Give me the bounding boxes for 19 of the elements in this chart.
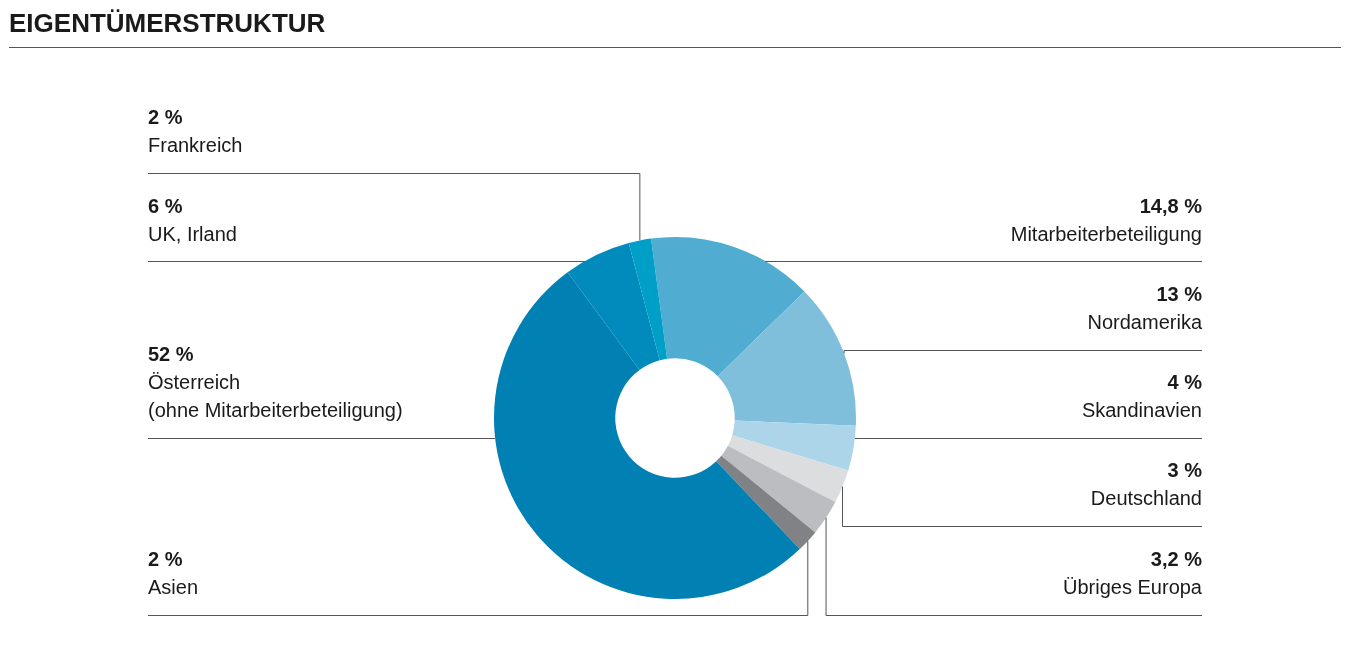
chart-title: EIGENTÜMERSTRUKTUR: [9, 8, 1341, 48]
data-label: 14,8 %: [1139, 194, 1203, 217]
data-label: 3 %: [1167, 458, 1203, 481]
slice-label: Übriges Europa: [1063, 575, 1203, 598]
data-label: 3,2 %: [1150, 547, 1203, 570]
slice-label: Frankreich: [148, 133, 243, 156]
slice-label: Österreich (ohne Mitarbeiterbeteiligung): [148, 370, 403, 421]
data-label: 2 %: [148, 547, 183, 570]
slice-label: Asien: [148, 575, 199, 598]
slice-label: Deutschland: [1090, 486, 1202, 509]
slice-label: UK, Irland: [148, 222, 237, 245]
slice-label: Mitarbeiterbeteiligung: [1010, 222, 1202, 245]
data-label: 13 %: [1156, 282, 1203, 305]
slice-label: Nordamerika: [1087, 310, 1203, 333]
slice-label: Skandinavien: [1081, 398, 1202, 421]
data-label: 2 %: [148, 105, 183, 128]
data-label: 6 %: [148, 194, 183, 217]
data-label: 4 %: [1167, 370, 1203, 393]
data-label: 52 %: [148, 342, 194, 365]
